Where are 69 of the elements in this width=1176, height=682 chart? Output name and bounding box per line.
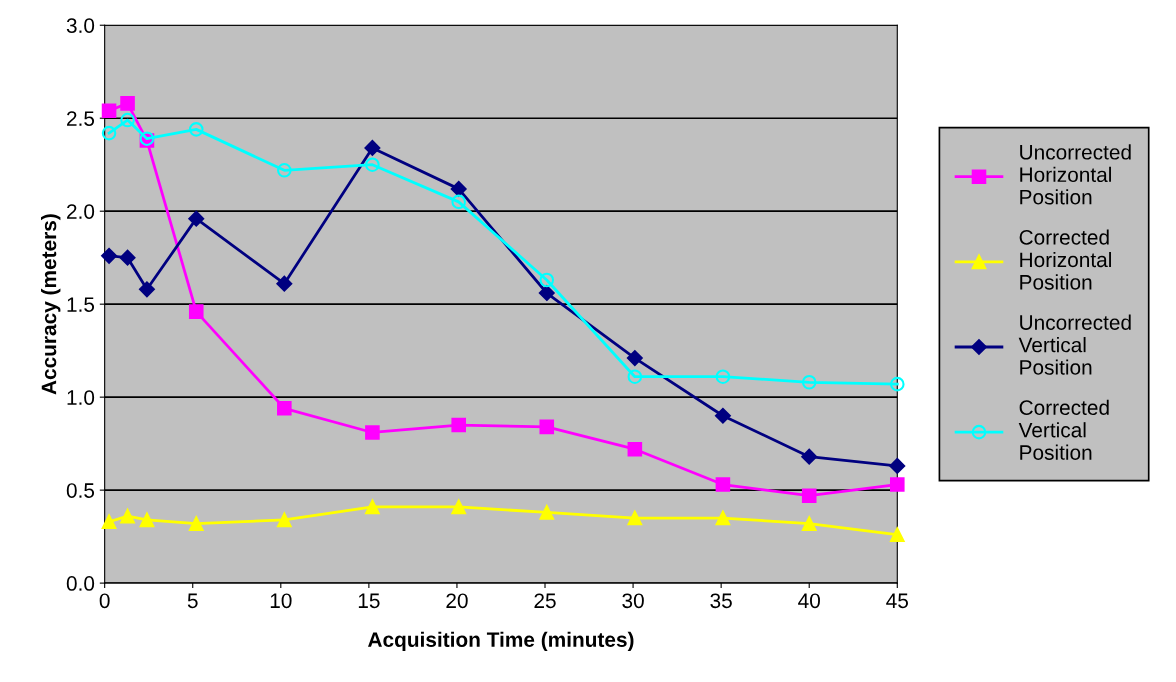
point [627,510,643,526]
x-tick-label: 15 [358,593,380,609]
x-tick-label: 10 [270,593,292,609]
point [715,369,731,384]
point [120,508,135,524]
point [188,304,204,319]
point [627,369,643,384]
point [188,210,205,227]
x-axis-title: Acquisition Time (minutes) [368,631,634,652]
point [365,157,380,172]
x-tick-label: 25 [534,593,556,609]
x-tick-label: 35 [710,593,732,609]
legend-label: Uncorrected Horizontal Position [1020,144,1131,205]
point [277,162,292,178]
point [801,374,817,390]
x-tick-label: 5 [187,593,198,609]
point [276,275,293,292]
point [715,407,731,424]
point [277,512,292,528]
point [365,499,380,515]
x-tick-label: 20 [446,593,468,609]
x-tick-label: 0 [99,593,110,609]
y-tick-label: 1.0 [67,390,95,405]
point [451,499,466,515]
point [365,425,380,440]
y-tick-label: 3.0 [66,18,95,33]
point [101,125,117,141]
legend-label: Corrected Vertical Position [1018,399,1109,460]
point [889,458,906,474]
x-tick-label: 30 [622,593,644,609]
point [539,505,555,520]
point [627,441,643,457]
point [364,140,381,156]
point [101,103,117,119]
point [120,96,135,111]
x-tick-label: 40 [798,593,820,609]
legend-label: Corrected Horizontal Position [1019,229,1111,290]
y-tick-label: 2.0 [67,204,95,219]
y-axis-title: Accuracy (meters) [41,214,61,395]
point [801,516,817,531]
point [188,122,204,137]
y-tick-label: 1.5 [67,297,95,312]
point [539,272,555,288]
point [188,516,204,531]
point [451,194,466,210]
point [101,514,117,530]
y-tick-label: 0.5 [66,483,95,498]
point [538,285,555,301]
legend-label: Uncorrected Vertical Position [1018,314,1131,375]
y-tick-label: 2.5 [67,111,95,126]
point [626,350,643,367]
point [715,477,731,492]
point [451,417,466,433]
point [120,112,135,128]
point [539,419,555,435]
point [277,401,292,416]
point [450,180,467,197]
point [715,510,731,526]
point [139,512,155,528]
y-tick-label: 0.0 [66,576,95,591]
point [890,527,905,543]
point [890,376,905,392]
x-tick-label: 45 [886,593,908,609]
point [801,448,818,465]
point [119,249,136,266]
point [101,247,117,264]
point [890,477,905,492]
point [139,281,155,298]
point [801,488,817,503]
